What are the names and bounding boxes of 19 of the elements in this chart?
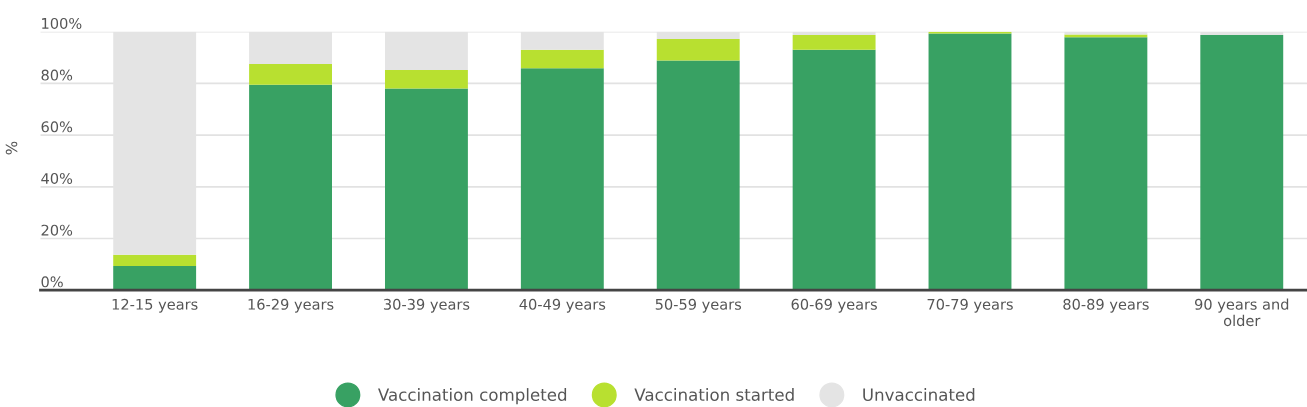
x-tick-label: 16-29 years — [248, 298, 334, 313]
y-tick-label: 0% — [41, 276, 63, 288]
x-tick-label: 90 years and older — [1194, 298, 1289, 327]
y-tick-label: 100% — [42, 17, 82, 29]
x-tick-label: 80-89 years — [1063, 298, 1149, 313]
legend-label: Vaccination started — [634, 388, 794, 401]
x-tick-label: 30-39 years — [383, 298, 470, 313]
x-tick-label: 60-69 years — [791, 298, 877, 313]
y-axis-title: % — [5, 141, 18, 155]
y-tick-label: 60% — [41, 121, 73, 133]
x-tick-label: 40-49 years — [519, 298, 606, 313]
y-tick-label: 40% — [41, 172, 73, 184]
x-tick-label: 50-59 years — [655, 298, 742, 313]
legend-label: Vaccination completed — [378, 388, 567, 405]
x-tick-label: 12-15 years — [112, 298, 198, 313]
y-tick-label: 20% — [41, 224, 73, 236]
legend-label: Unvaccinated — [863, 388, 975, 401]
x-tick-label: 70-79 years — [927, 298, 1013, 313]
y-tick-label: 80% — [41, 69, 73, 81]
